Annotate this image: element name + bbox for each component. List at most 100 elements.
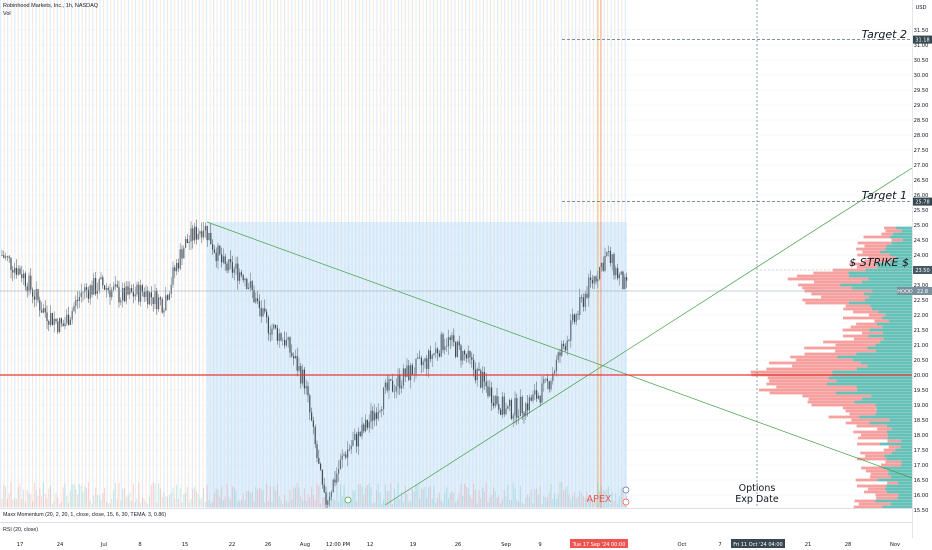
candle-body: [217, 245, 219, 262]
candle-body: [177, 262, 179, 269]
volume-bar: [408, 502, 410, 507]
volume-bar: [204, 501, 206, 507]
candle-body: [455, 342, 457, 357]
volume-bar: [426, 498, 428, 507]
apex-label[interactable]: APEX: [587, 494, 612, 505]
candle-body: [339, 459, 341, 470]
volume-bar: [221, 487, 223, 507]
volume-bar: [145, 501, 147, 507]
candle-body: [253, 289, 255, 303]
candle-body: [510, 400, 512, 419]
options-label-line2[interactable]: Exp Date: [735, 494, 779, 505]
candle-body: [96, 290, 98, 294]
time-tick: 7: [718, 542, 721, 548]
event-marker-icon[interactable]: [622, 498, 630, 506]
volume-legend[interactable]: Vol: [3, 11, 11, 17]
profile-row-sell: [769, 379, 837, 383]
candle-body: [428, 350, 430, 369]
volume-bar: [242, 493, 244, 507]
volume-bar: [336, 482, 338, 507]
options-label-line1[interactable]: Options: [739, 483, 776, 494]
profile-row-buy: [863, 292, 912, 296]
profile-row-buy: [884, 454, 912, 458]
profile-row-buy: [849, 274, 912, 278]
candle-body: [568, 340, 570, 342]
volume-bar: [114, 483, 116, 507]
volume-bar: [546, 497, 548, 507]
candle-body: [282, 339, 284, 341]
candle-body: [536, 390, 538, 399]
price-tick: 24.00: [914, 253, 929, 259]
volume-bar: [599, 490, 601, 507]
profile-row-buy: [886, 430, 912, 434]
volume-bar: [356, 501, 358, 507]
candle-body: [206, 225, 208, 241]
candle-body: [215, 252, 217, 262]
volume-bar: [447, 498, 449, 507]
volume-bar: [379, 492, 381, 507]
descending-trendline[interactable]: [206, 221, 913, 479]
volume-bar: [374, 502, 376, 507]
volume-bar: [35, 489, 37, 507]
rsi-pane[interactable]: [0, 522, 912, 538]
volume-bar: [197, 494, 199, 507]
volume-bar: [300, 496, 302, 507]
candle-body: [550, 380, 552, 390]
volume-bar: [424, 486, 426, 507]
volume-bar: [12, 499, 14, 507]
volume-bar: [176, 484, 178, 507]
profile-row-sell: [862, 250, 880, 254]
profile-row-sell: [802, 394, 872, 398]
date-range-box[interactable]: [207, 222, 627, 508]
price-tick: 27.00: [914, 163, 929, 169]
target-2-label[interactable]: Target 2: [862, 28, 907, 41]
candle-body: [165, 295, 167, 311]
candle-body: [332, 479, 334, 493]
symbol-title[interactable]: Robinhood Markets, Inc., 1h, NASDAQ: [3, 3, 99, 9]
earnings-marker-icon[interactable]: [344, 496, 352, 504]
volume-bar: [321, 497, 323, 507]
profile-row-sell: [853, 430, 887, 434]
plot-area[interactable]: [0, 0, 912, 508]
rsi-label[interactable]: RSI (20, close): [3, 527, 39, 533]
profile-row-buy: [901, 439, 912, 443]
volume-bar: [573, 492, 575, 507]
candle-body: [141, 285, 143, 292]
candle-body: [57, 321, 59, 332]
profile-row-sell: [865, 469, 889, 473]
volume-bar: [296, 482, 298, 507]
time-axis[interactable]: [0, 538, 932, 550]
profile-row-sell: [804, 346, 868, 350]
volume-bar: [361, 486, 363, 507]
maxx-momentum-pane[interactable]: [0, 508, 912, 522]
target-1-label[interactable]: Target 1: [862, 189, 907, 202]
volume-bar: [354, 490, 356, 507]
profile-row-sell: [842, 406, 877, 410]
candle-body: [82, 292, 84, 293]
strike-label[interactable]: $ STRIKE $: [849, 256, 909, 269]
candle-body: [530, 397, 532, 401]
candle-body: [278, 333, 280, 341]
ascending-trendline[interactable]: [384, 167, 913, 506]
volume-bar: [199, 498, 201, 507]
candle-body: [60, 318, 62, 324]
volume-bar: [246, 491, 248, 507]
volume-bar: [433, 485, 435, 507]
volume-bar: [411, 489, 413, 507]
candle-body: [375, 412, 377, 419]
profile-row-buy: [880, 340, 912, 344]
volume-bar: [95, 487, 97, 507]
candle-body: [411, 365, 413, 376]
profile-row-buy: [902, 238, 912, 242]
volume-bar: [228, 497, 230, 507]
candle-body: [341, 455, 343, 460]
profile-row-buy: [852, 286, 912, 290]
profile-row-sell: [885, 229, 902, 233]
dividend-marker-icon[interactable]: [622, 486, 630, 494]
currency-label[interactable]: USD: [915, 5, 926, 11]
maxx-momentum-label[interactable]: Maxx Momentum (20, 2, 20, 1, close, clos…: [3, 512, 167, 518]
candle-body: [152, 297, 154, 304]
profile-row-buy: [854, 400, 912, 404]
volume-bar: [255, 486, 257, 507]
